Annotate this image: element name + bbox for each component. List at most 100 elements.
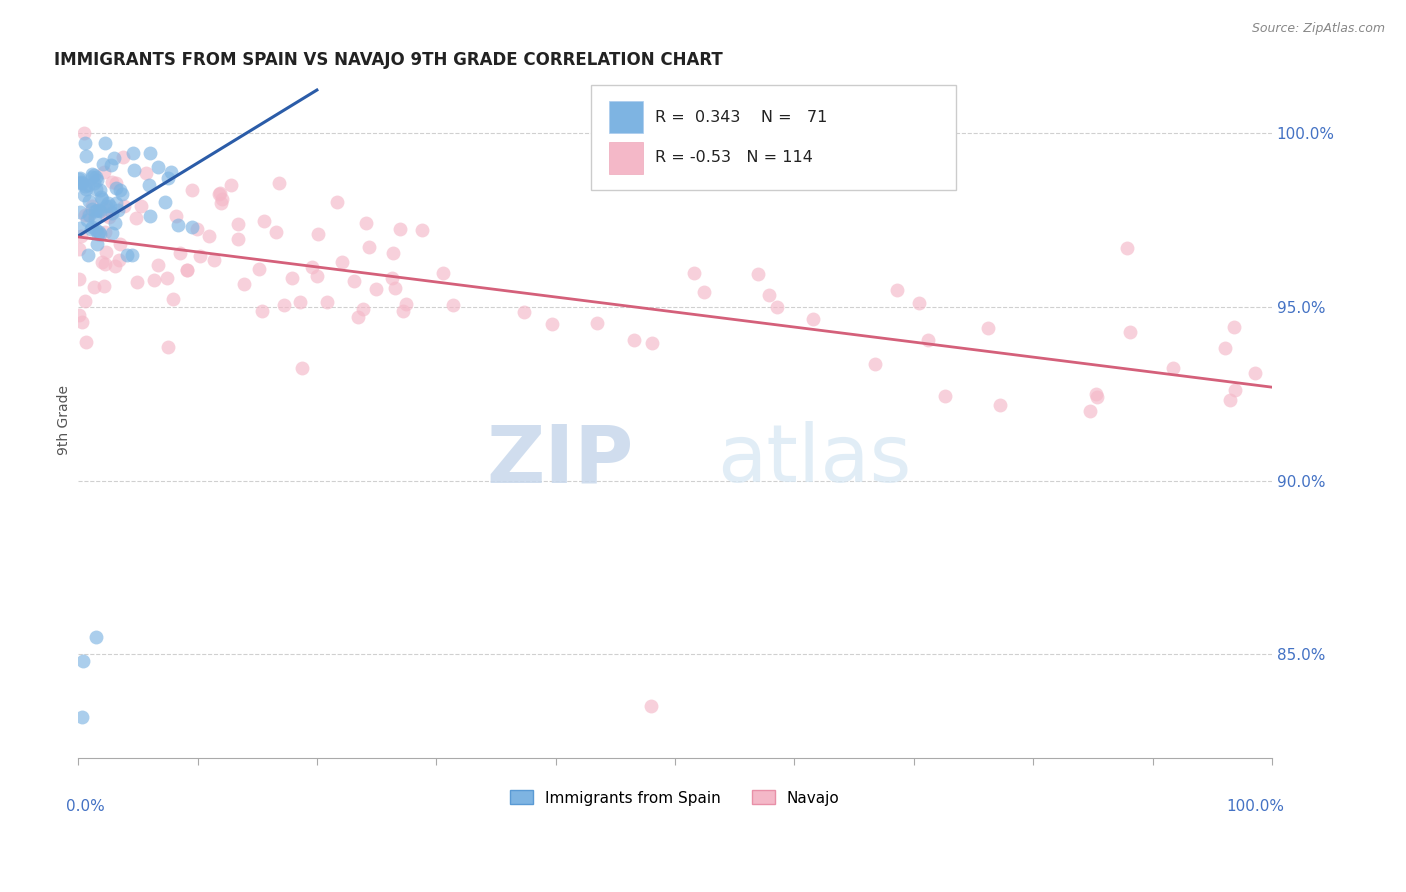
Point [253, 214, 276, 228]
Point [156, 171, 179, 186]
Point [69, 204, 91, 219]
Point [86, 173, 108, 187]
Point [1219, 393, 1241, 408]
Point [146, 160, 169, 174]
Point [80, 167, 103, 181]
Point [83, 176, 105, 190]
Point [107, 203, 129, 218]
Point [908, 295, 931, 310]
Point [93, 278, 115, 293]
Point [101, 175, 124, 189]
Point [94, 225, 117, 239]
Point [108, 183, 131, 197]
Point [121, 248, 143, 262]
Point [93, 165, 115, 179]
Point [82, 199, 104, 213]
Point [219, 178, 242, 193]
FancyBboxPatch shape [592, 85, 956, 190]
Point [105, 196, 128, 211]
Point [76, 212, 98, 227]
Point [101, 226, 124, 240]
Point [315, 295, 337, 310]
Point [70, 175, 93, 189]
Point [87, 225, 110, 239]
Point [104, 216, 127, 230]
Text: Source: ZipAtlas.com: Source: ZipAtlas.com [1251, 22, 1385, 36]
Point [186, 222, 208, 236]
Point [395, 296, 418, 310]
Point [291, 360, 314, 375]
Point [83, 280, 105, 294]
Point [112, 198, 135, 212]
Point [93, 157, 115, 171]
Point [384, 281, 406, 295]
Point [86, 236, 108, 251]
Point [75, 335, 97, 350]
Point [77, 194, 100, 208]
Point [356, 216, 378, 230]
Point [198, 229, 221, 244]
Point [512, 304, 534, 318]
Point [640, 699, 662, 714]
Point [105, 181, 128, 195]
Point [977, 320, 1000, 334]
Point [122, 146, 145, 161]
Point [90, 255, 112, 269]
Point [104, 176, 127, 190]
Point [441, 298, 464, 312]
Point [176, 263, 198, 277]
Point [226, 232, 249, 246]
Point [211, 192, 233, 206]
Point [70, 709, 93, 723]
Point [326, 194, 349, 209]
Point [87, 203, 110, 218]
Point [389, 222, 412, 236]
Point [264, 226, 287, 240]
Point [347, 310, 370, 324]
Point [153, 194, 176, 209]
Point [104, 259, 127, 273]
Point [1078, 404, 1101, 418]
Point [1116, 242, 1139, 256]
Point [125, 275, 148, 289]
Point [352, 301, 374, 316]
Text: R = -0.53   N = 114: R = -0.53 N = 114 [655, 151, 813, 165]
Point [330, 255, 353, 269]
Point [94, 244, 117, 259]
Point [683, 266, 706, 280]
Point [89, 227, 111, 241]
Point [165, 209, 187, 223]
Point [623, 334, 645, 348]
Point [94, 202, 117, 216]
Point [1085, 390, 1108, 404]
Point [1163, 360, 1185, 375]
Point [391, 304, 413, 318]
Point [77, 208, 100, 222]
Point [67, 271, 90, 285]
Point [79, 208, 101, 222]
Point [98, 211, 121, 225]
Point [148, 259, 170, 273]
Point [233, 277, 256, 292]
Point [169, 245, 191, 260]
Point [432, 266, 454, 280]
Point [1119, 325, 1142, 339]
Point [250, 303, 273, 318]
Point [1223, 319, 1246, 334]
Point [411, 223, 433, 237]
Point [75, 179, 97, 194]
Point [94, 257, 117, 271]
Point [305, 269, 328, 284]
Text: 0.0%: 0.0% [66, 799, 105, 814]
Point [162, 292, 184, 306]
Legend: Immigrants from Spain, Navajo: Immigrants from Spain, Navajo [505, 784, 846, 812]
Point [67, 242, 90, 256]
Text: R =  0.343    N =   71: R = 0.343 N = 71 [655, 110, 827, 125]
Point [94, 199, 117, 213]
Point [1084, 387, 1107, 401]
Text: ZIP: ZIP [486, 421, 633, 500]
Point [75, 182, 97, 196]
Point [87, 227, 110, 242]
Point [69, 171, 91, 186]
Point [138, 210, 160, 224]
